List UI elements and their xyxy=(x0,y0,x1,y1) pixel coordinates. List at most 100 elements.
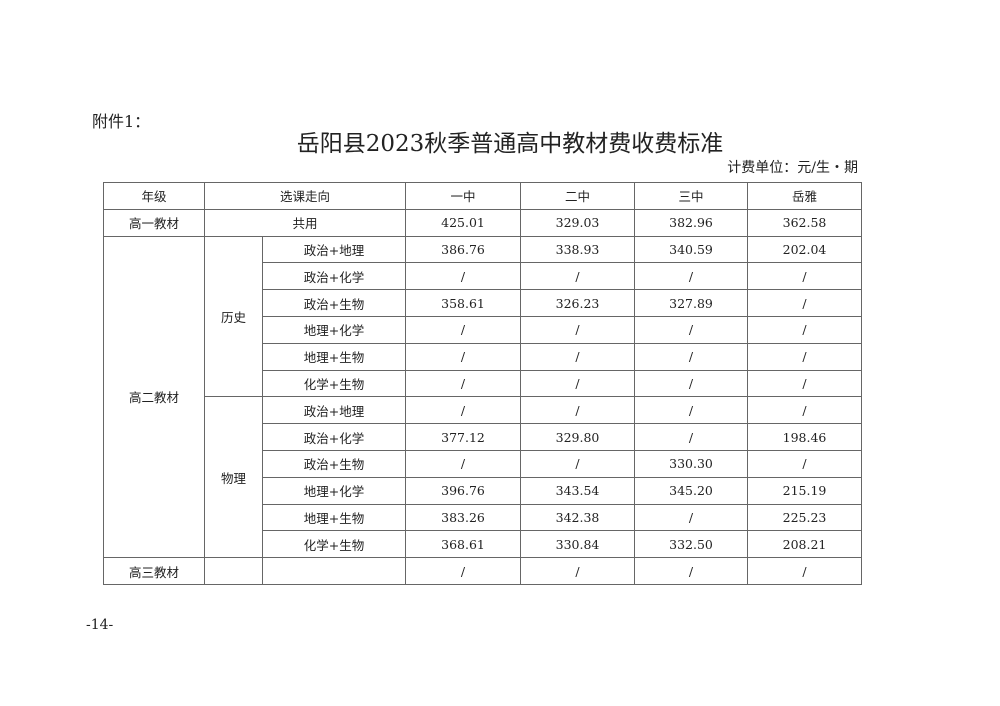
table-row: 年级 选课走向 一中 二中 三中 岳雅 xyxy=(103,182,862,210)
table-row: 化学+生物 / / / / xyxy=(104,369,862,398)
fee-cell: 382.96 xyxy=(634,208,748,237)
fee-cell: 386.76 xyxy=(405,235,521,264)
fee-cell: / xyxy=(634,342,748,371)
fee-cell: 208.21 xyxy=(747,530,862,559)
fee-cell: 383.26 xyxy=(405,503,521,532)
fee-cell: / xyxy=(634,369,748,398)
fee-cell: / xyxy=(405,342,521,371)
fee-cell: / xyxy=(520,262,635,291)
empty-cell xyxy=(262,557,406,585)
header-school: 二中 xyxy=(520,182,635,210)
fee-cell: / xyxy=(634,396,748,425)
fee-cell: / xyxy=(634,557,748,585)
unit-note: 计费单位：元/生・期 xyxy=(727,160,858,176)
fee-cell: / xyxy=(634,262,748,291)
fee-cell: / xyxy=(634,423,748,451)
subject-combo: 地理+生物 xyxy=(262,342,406,371)
table-row: 高二教材 历史 政治+地理 386.76 338.93 340.59 202.04 xyxy=(103,235,862,559)
fee-cell: / xyxy=(747,369,862,398)
fee-cell: 225.23 xyxy=(747,503,862,532)
empty-cell xyxy=(204,557,263,585)
fee-cell: / xyxy=(747,396,862,425)
fee-cell: / xyxy=(634,503,748,532)
fee-cell: 425.01 xyxy=(405,208,521,237)
fee-cell: 215.19 xyxy=(747,476,862,505)
fee-cell: 202.04 xyxy=(747,235,862,264)
fee-cell: / xyxy=(405,449,521,478)
fee-cell: / xyxy=(747,289,862,317)
fee-cell: 329.80 xyxy=(520,423,635,451)
grade-label: 高二教材 xyxy=(103,235,205,559)
fee-cell: 329.03 xyxy=(520,208,635,237)
fee-cell: / xyxy=(520,369,635,398)
fee-cell: 326.23 xyxy=(520,289,635,317)
fee-cell: / xyxy=(405,369,521,398)
fee-cell: / xyxy=(405,396,521,425)
fee-cell: 327.89 xyxy=(634,289,748,317)
fee-cell: 198.46 xyxy=(747,423,862,451)
fee-cell: 330.84 xyxy=(520,530,635,559)
fee-cell: / xyxy=(747,557,862,585)
subject-combo: 化学+生物 xyxy=(262,530,406,559)
subject-combo: 政治+化学 xyxy=(262,262,406,291)
table-row: 地理+化学 / / / / xyxy=(104,315,862,344)
fee-cell: 377.12 xyxy=(405,423,521,451)
table-row: 地理+化学 396.76 343.54 345.20 215.19 xyxy=(104,476,862,505)
fee-cell: / xyxy=(405,315,521,344)
fee-cell: 332.50 xyxy=(634,530,748,559)
header-track: 选课走向 xyxy=(204,182,406,210)
table-row: 地理+生物 / / / / xyxy=(104,342,862,371)
fee-cell: 358.61 xyxy=(405,289,521,317)
subject-combo: 化学+生物 xyxy=(262,369,406,398)
fee-cell: / xyxy=(634,315,748,344)
subject-combo: 政治+地理 xyxy=(262,396,406,425)
table-row: 高一教材 共用 425.01 329.03 382.96 362.58 xyxy=(103,208,862,237)
subject-combo: 政治+化学 xyxy=(262,423,406,451)
subject-combo: 政治+生物 xyxy=(262,289,406,317)
fee-cell: 340.59 xyxy=(634,235,748,264)
subject-combo: 地理+化学 xyxy=(262,315,406,344)
fee-cell: 345.20 xyxy=(634,476,748,505)
header-school: 岳雅 xyxy=(747,182,862,210)
subject-combo: 政治+生物 xyxy=(262,449,406,478)
table-row: 政治+生物 //330.30/ xyxy=(104,449,862,478)
header-school: 一中 xyxy=(405,182,521,210)
subject-combo: 地理+化学 xyxy=(262,476,406,505)
subject-combo: 政治+地理 xyxy=(262,235,406,264)
fee-cell: / xyxy=(747,449,862,478)
fee-cell: / xyxy=(520,315,635,344)
fee-cell: 362.58 xyxy=(747,208,862,237)
subject-combo: 地理+生物 xyxy=(262,503,406,532)
fee-cell: / xyxy=(405,557,521,585)
fee-cell: / xyxy=(747,315,862,344)
fee-cell: 343.54 xyxy=(520,476,635,505)
table-row: 政治+生物 358.61 326.23 327.89/ xyxy=(104,289,862,317)
table-row: 政治+化学 / / / / xyxy=(104,262,862,291)
fee-cell: 368.61 xyxy=(405,530,521,559)
table-row: 化学+生物 368.61 330.84 332.50 208.21 xyxy=(104,530,862,559)
grade-label: 高三教材 xyxy=(103,557,205,585)
header-school: 三中 xyxy=(634,182,748,210)
table-row: 物理 政治+地理 / / / / xyxy=(104,396,862,559)
fee-cell: / xyxy=(520,342,635,371)
table-row: 高三教材 / / / / xyxy=(103,557,862,585)
fee-cell: 330.30 xyxy=(634,449,748,478)
track-label: 共用 xyxy=(204,208,406,237)
fee-cell: / xyxy=(520,449,635,478)
fee-cell: / xyxy=(405,262,521,291)
fee-cell: / xyxy=(747,342,862,371)
subject-group-label: 物理 xyxy=(204,396,263,559)
fee-cell: / xyxy=(747,262,862,291)
header-grade: 年级 xyxy=(103,182,205,210)
fee-cell: / xyxy=(520,557,635,585)
fee-table: 年级 选课走向 一中 二中 三中 岳雅 高一教材 共用 425.01 329.03 382.96 36… xyxy=(103,182,862,585)
fee-cell: / xyxy=(520,396,635,425)
grade-label: 高一教材 xyxy=(103,208,205,237)
fee-cell: 342.38 xyxy=(520,503,635,532)
page-number: -14- xyxy=(86,617,114,633)
document-title: 岳阳县2023秋季普通高中教材费收费标准 xyxy=(296,131,724,157)
fee-cell: 396.76 xyxy=(405,476,521,505)
attachment-label: 附件1： xyxy=(92,112,151,131)
fee-cell: 338.93 xyxy=(520,235,635,264)
subject-group-label: 历史 xyxy=(204,235,263,398)
